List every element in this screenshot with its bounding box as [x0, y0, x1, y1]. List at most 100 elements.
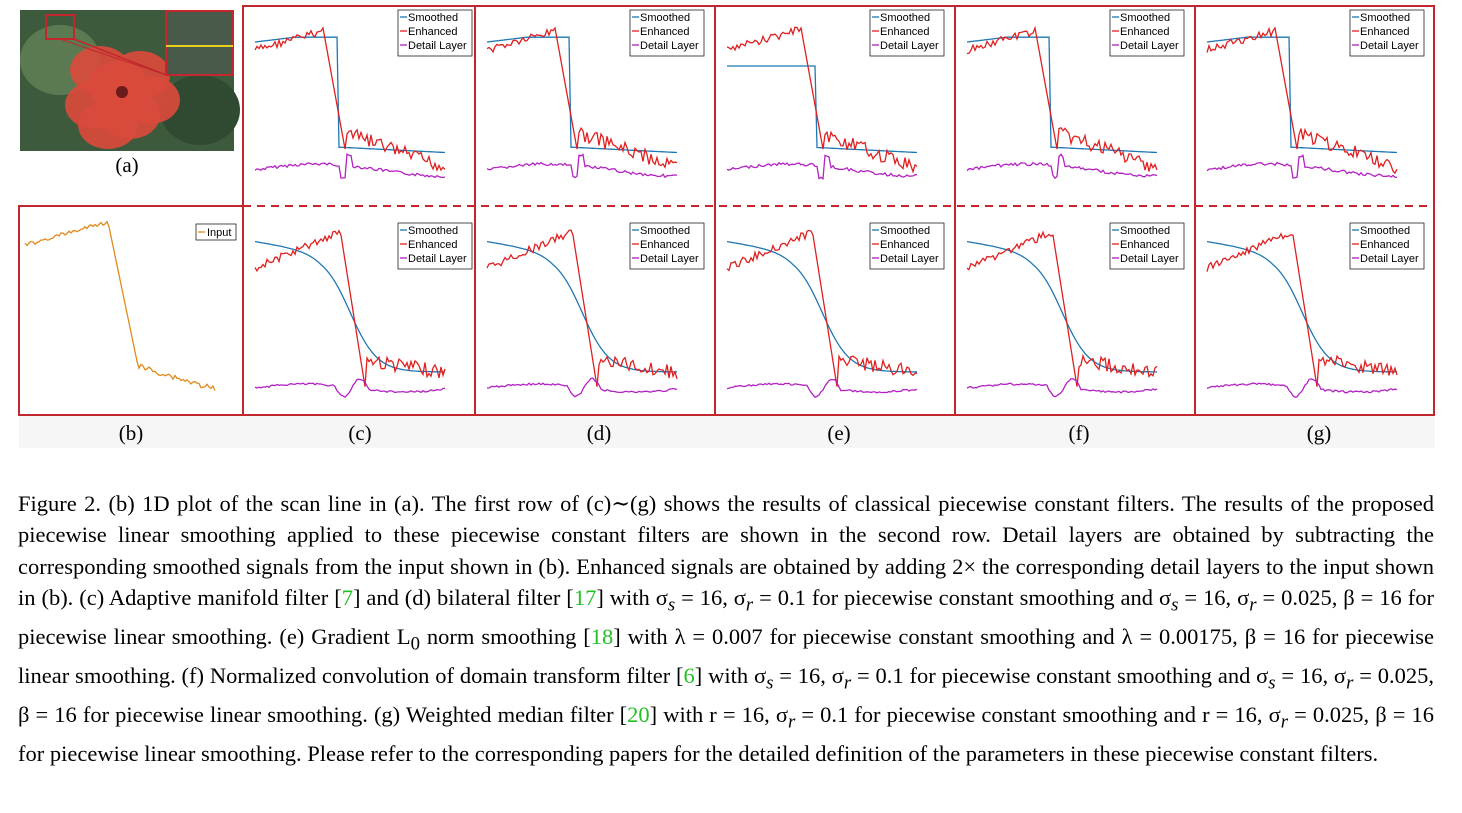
- smoothed-curve: [486, 240, 677, 373]
- detail-curve: [966, 153, 1158, 180]
- detail-curve: [486, 153, 678, 179]
- panel-label: (c): [348, 421, 371, 445]
- leaf-shape: [160, 75, 240, 145]
- detail-curve: [726, 378, 918, 399]
- legend-label: Detail Layer: [880, 253, 939, 265]
- smoothed-curve: [966, 240, 1157, 373]
- legend-label: Enhanced: [640, 26, 690, 38]
- input-frame: [18, 205, 244, 416]
- caption-subscript: s: [667, 594, 676, 616]
- legend-label: Smoothed: [408, 225, 458, 237]
- caption-text: ] with r = 16, σ: [649, 701, 788, 727]
- legend-label: Enhanced: [640, 239, 690, 251]
- caption-text: = 16, σ: [773, 663, 844, 689]
- caption-subscript: s: [766, 672, 774, 694]
- legend-label: Enhanced: [1360, 26, 1410, 38]
- caption-subscript: 0: [410, 633, 420, 655]
- citation-link[interactable]: 18: [590, 624, 614, 650]
- detail-curve: [1206, 154, 1398, 179]
- caption-subscript: r: [843, 672, 852, 694]
- panel-label: (g): [1307, 421, 1332, 445]
- panel-label: (d): [587, 421, 612, 445]
- caption-text: = 16, σ: [1178, 585, 1250, 611]
- legend-label: Smoothed: [880, 225, 930, 237]
- citation-link[interactable]: 6: [683, 663, 695, 689]
- detail-curve: [726, 154, 918, 180]
- legend-box: [1109, 222, 1185, 270]
- legend-box: [195, 223, 237, 241]
- smoothed-curve: [726, 240, 917, 373]
- legend-label: Smoothed: [880, 12, 930, 24]
- caption-text: Figure 2. (b) 1D plot of the scan line i…: [18, 491, 1434, 611]
- enhanced-curve: [486, 26, 678, 170]
- legend-box: [1349, 222, 1425, 270]
- citation-link[interactable]: 7: [341, 585, 353, 611]
- legend-box: [397, 9, 473, 57]
- enhanced-curve: [966, 25, 1158, 172]
- caption-text: = 0.1 for piecewise constant smoothing a…: [753, 585, 1172, 611]
- enhanced-curve: [726, 26, 918, 174]
- zoom-connector: [59, 38, 167, 76]
- caption-subscript: r: [787, 711, 796, 733]
- legend-box: [629, 222, 705, 270]
- zoom-connector: [73, 38, 167, 76]
- caption-text: = 0.1 for piecewise constant smoothing a…: [851, 663, 1269, 689]
- legend-box: [869, 222, 945, 270]
- caption-subscript: s: [1171, 594, 1179, 616]
- legend-label: Detail Layer: [880, 40, 939, 52]
- figure-caption: Figure 2. (b) 1D plot of the scan line i…: [18, 488, 1434, 769]
- legend-label: Enhanced: [408, 26, 458, 38]
- enhanced-curve: [254, 26, 446, 173]
- detail-curve: [966, 378, 1158, 398]
- legend-label: Detail Layer: [1360, 253, 1419, 265]
- detail-curve: [1206, 378, 1398, 398]
- enhanced-curve: [726, 229, 918, 387]
- legend-label: Detail Layer: [1120, 253, 1179, 265]
- panel-label: (f): [1069, 421, 1090, 445]
- caption-paragraph: Figure 2. (b) 1D plot of the scan line i…: [18, 488, 1434, 769]
- caption-text: = 0.025, β = 16 for piecewise linear smo…: [18, 701, 1434, 766]
- zoom-inset: [165, 10, 234, 76]
- citation-link[interactable]: 20: [627, 701, 650, 727]
- caption-subscript: r: [745, 594, 754, 616]
- flower-petal: [78, 101, 138, 149]
- panel-label: (e): [827, 421, 850, 445]
- caption-text: = 0.025, β = 16 for piecewise linear smo…: [18, 585, 1434, 650]
- legend-label: Detail Layer: [1120, 40, 1179, 52]
- caption-text: = 0.1 for piecewise constant smoothing a…: [795, 701, 1281, 727]
- smoothed-curve: [1206, 240, 1397, 373]
- smoothed-curve: [727, 65, 918, 154]
- legend-label: Smoothed: [1360, 225, 1410, 237]
- legend-label: Detail Layer: [1360, 40, 1419, 52]
- caption-text: ] and (d) bilateral filter [: [352, 585, 574, 611]
- enhanced-curve: [1206, 26, 1398, 175]
- figure-canvas: Smoothed Enhanced Detail Layer Smoothed Enha…: [18, 5, 1435, 448]
- panel-label: (b): [119, 421, 144, 445]
- legend-label: Smoothed: [1120, 12, 1170, 24]
- smoothed-curve: [254, 240, 445, 373]
- legend-label: Enhanced: [1120, 239, 1170, 251]
- caption-subscript: s: [1268, 672, 1276, 694]
- legend-label: Input: [207, 227, 231, 239]
- citation-link[interactable]: 17: [573, 585, 597, 611]
- legend-label: Detail Layer: [408, 40, 467, 52]
- figure: Smoothed Enhanced Detail Layer Smoothed Enha…: [18, 5, 1435, 448]
- label-strip: [19, 416, 1435, 448]
- legend-label: Detail Layer: [640, 40, 699, 52]
- detail-curve: [254, 378, 445, 399]
- enhanced-curve: [1206, 232, 1398, 387]
- legend-label: Detail Layer: [640, 253, 699, 265]
- legend-label: Smoothed: [640, 12, 690, 24]
- flower-center: [116, 86, 128, 98]
- input-curve: [24, 220, 216, 391]
- caption-subscript: r: [1280, 711, 1289, 733]
- detail-curve: [486, 377, 678, 398]
- legend-label: Smoothed: [408, 12, 458, 24]
- top-frame: [242, 5, 1435, 416]
- caption-text: ] with σ: [694, 663, 767, 689]
- legend-box: [397, 222, 473, 270]
- caption-text: norm smoothing [: [419, 624, 591, 650]
- legend-label: Smoothed: [1120, 225, 1170, 237]
- legend-label: Enhanced: [880, 239, 930, 251]
- legend-label: Detail Layer: [408, 253, 467, 265]
